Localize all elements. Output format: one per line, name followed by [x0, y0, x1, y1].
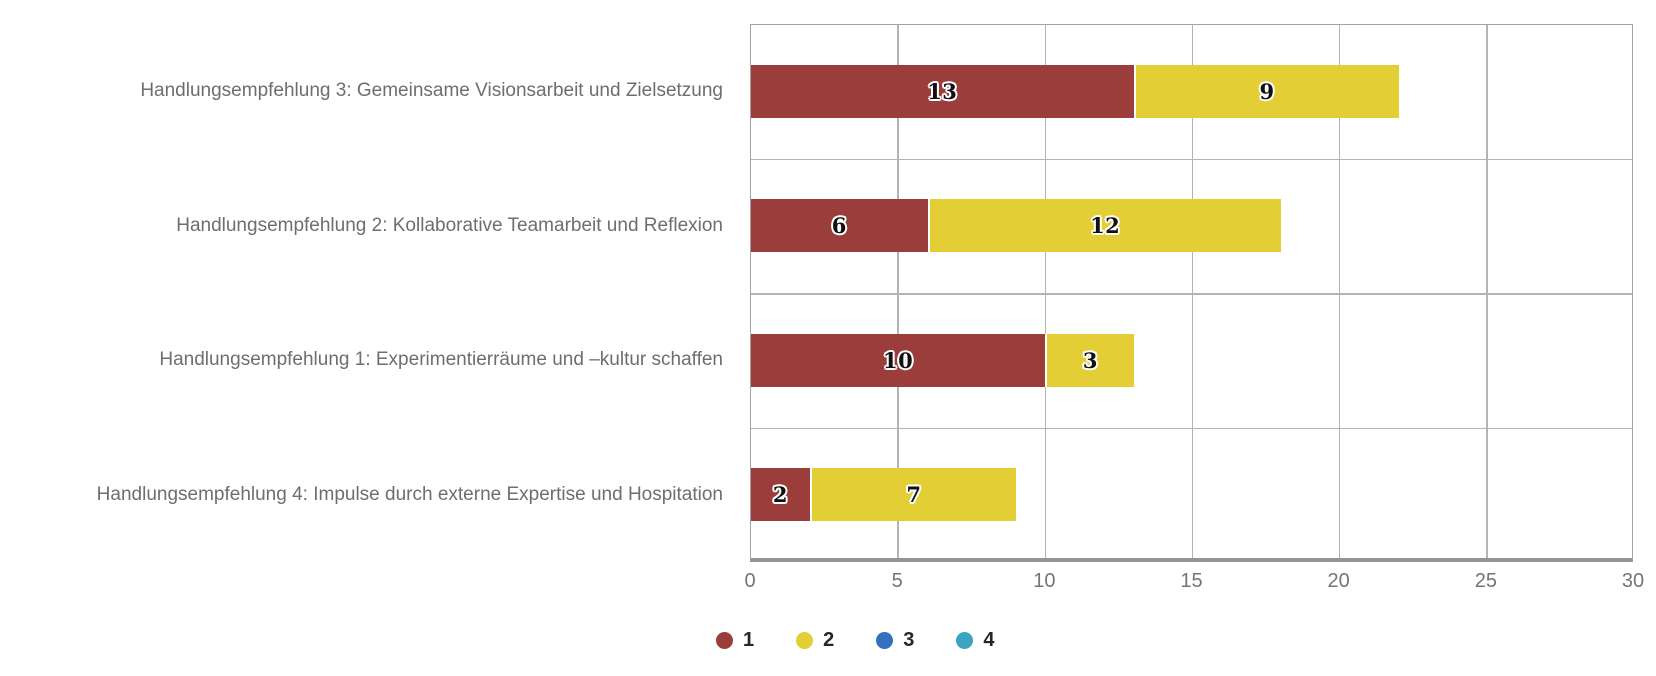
bar-segment-series-1: 2: [751, 468, 810, 522]
horizontal-gridline: [751, 158, 1632, 161]
legend-label: 2: [823, 629, 835, 651]
bar-value-label: 9: [1259, 78, 1275, 104]
bar-value-label: 7: [906, 482, 922, 508]
category-label: Handlungsempfehlung 1: Experimentierräum…: [159, 349, 723, 371]
bar-segment-series-2: 3: [1045, 333, 1134, 387]
x-tick-label: 5: [891, 570, 903, 592]
legend-swatch-icon: [956, 632, 974, 649]
bar-value-label: 12: [1090, 213, 1121, 239]
x-tick-label: 20: [1327, 570, 1350, 592]
category-label: Handlungsempfehlung 3: Gemeinsame Vision…: [140, 80, 723, 102]
legend-label: 3: [903, 629, 915, 651]
x-tick-label: 25: [1474, 570, 1497, 592]
bar-segment-series-2: 7: [809, 468, 1016, 522]
x-tick-label: 15: [1180, 570, 1203, 592]
bar-value-label: 6: [831, 213, 847, 239]
x-tick-label: 10: [1033, 570, 1056, 592]
legend-label: 1: [743, 629, 755, 651]
bar-segment-series-2: 12: [927, 199, 1281, 253]
vertical-gridline: [1486, 25, 1488, 558]
vertical-gridline: [897, 25, 899, 558]
legend-item-series-3: 3: [876, 629, 914, 652]
vertical-gridline: [1044, 25, 1047, 558]
bar-segment-series-2: 9: [1133, 64, 1399, 118]
horizontal-gridline: [751, 427, 1632, 430]
horizontal-gridline: [751, 293, 1632, 295]
legend-swatch-icon: [716, 632, 733, 649]
legend-item-series-4: 4: [956, 629, 995, 652]
bar-value-label: 3: [1082, 347, 1099, 373]
legend: 1 2 3 4: [716, 627, 995, 654]
vertical-gridline: [1338, 25, 1341, 558]
bar-value-label: 13: [927, 78, 958, 104]
bar-value-label: 2: [772, 482, 788, 508]
bar-segment-series-1: 13: [751, 64, 1134, 118]
plot-area: 13 9 6 12 10 3 2 7: [750, 24, 1633, 562]
bar-value-label: 10: [883, 347, 914, 373]
bar-segment-series-1: 6: [751, 199, 928, 253]
bar-segment-series-1: 10: [751, 333, 1046, 387]
category-label: Handlungsempfehlung 4: Impulse durch ext…: [96, 483, 723, 505]
category-label: Handlungsempfehlung 2: Kollaborative Tea…: [176, 214, 723, 236]
legend-swatch-icon: [796, 632, 814, 649]
legend-swatch-icon: [876, 632, 894, 649]
legend-item-series-2: 2: [796, 629, 834, 652]
x-tick-label: 0: [744, 570, 756, 592]
legend-label: 4: [983, 629, 995, 651]
legend-item-series-1: 1: [716, 629, 754, 652]
vertical-gridline: [1191, 25, 1194, 558]
x-tick-label: 30: [1621, 570, 1645, 592]
